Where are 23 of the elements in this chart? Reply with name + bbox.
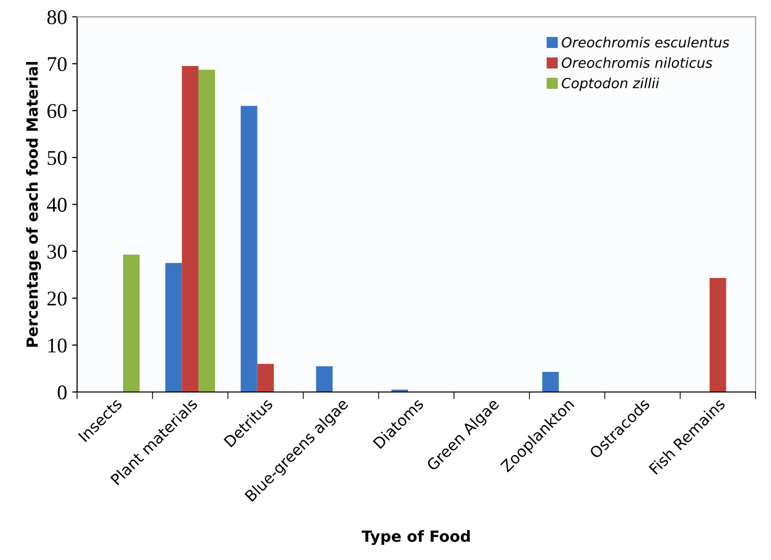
bar bbox=[710, 278, 726, 392]
bar bbox=[198, 70, 216, 392]
y-tick-label: 0 bbox=[58, 385, 67, 400]
y-tick-label: 80 bbox=[47, 10, 67, 24]
bar bbox=[542, 372, 559, 392]
y-tick-label: 20 bbox=[47, 292, 67, 306]
bar bbox=[165, 263, 182, 392]
bar bbox=[123, 254, 140, 392]
bar bbox=[316, 366, 333, 392]
y-tick-label: 60 bbox=[47, 104, 67, 118]
bar bbox=[240, 106, 258, 392]
y-axis-title: Percentage of each food Material bbox=[26, 62, 41, 347]
legend-label: Oreochromis esculentus bbox=[562, 36, 730, 48]
legend-label: Coptodon zillii bbox=[562, 78, 660, 92]
y-tick-label: 10 bbox=[48, 338, 67, 353]
y-tick-label: 50 bbox=[48, 150, 67, 165]
x-axis-title: Type of Food bbox=[362, 530, 470, 546]
y-tick-label: 70 bbox=[48, 57, 67, 72]
bar bbox=[257, 364, 274, 392]
bar bbox=[182, 66, 198, 392]
legend-label: Oreochromis niloticus bbox=[562, 57, 712, 68]
y-tick-label: 40 bbox=[46, 198, 67, 212]
y-tick-label: 30 bbox=[48, 244, 67, 259]
